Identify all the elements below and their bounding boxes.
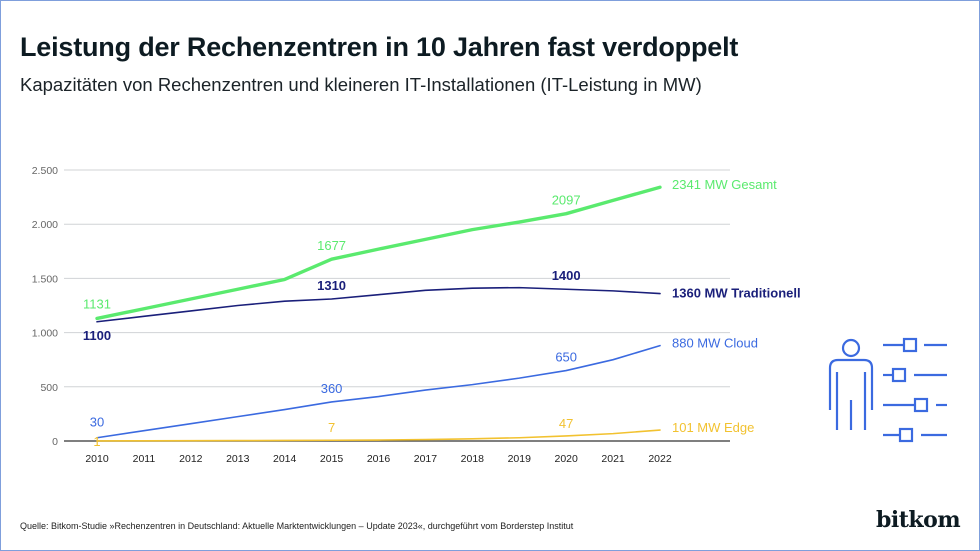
series-line-edge: [96, 429, 661, 442]
series-line-traditionell: [96, 286, 661, 323]
point-label-gesamt: 1131: [83, 296, 111, 311]
x-tick-label: 2020: [554, 453, 578, 465]
x-axis-ticks: 2010 2011 2012 2013 2014 2015 2016 2017 2018 2019…: [85, 453, 672, 465]
source-note: Quelle: Bitkom-Studie »Rechenzentren in …: [20, 521, 574, 531]
point-label-gesamt: 2097: [552, 193, 581, 208]
person-settings-sliders-icon: [828, 337, 947, 443]
x-tick-label: 2010: [85, 453, 109, 465]
y-tick-label: 2.500: [32, 165, 58, 177]
x-tick-label: 2015: [320, 453, 344, 465]
point-label-edge: 47: [559, 416, 573, 431]
x-tick-label: 2012: [179, 453, 203, 465]
point-label-traditionell: 1310: [317, 278, 346, 293]
x-tick-label: 2013: [226, 453, 250, 465]
x-tick-label: 2011: [133, 453, 156, 465]
x-tick-label: 2022: [648, 453, 672, 465]
person-head-icon: [841, 338, 861, 358]
point-label-edge: 1: [93, 434, 100, 449]
slider-2-icon: [883, 367, 947, 383]
series-lines: [95, 185, 662, 442]
x-tick-label: 2018: [461, 453, 485, 465]
end-label-edge: 101 MW Edge: [672, 420, 754, 435]
chart-subtitle: Kapazitäten von Rechenzentren und kleine…: [20, 74, 702, 95]
slider-4-icon: [883, 427, 947, 443]
point-label-cloud: 30: [90, 415, 104, 430]
y-tick-label: 500: [40, 382, 58, 394]
point-label-cloud: 650: [555, 350, 577, 365]
point-label-cloud: 360: [321, 381, 343, 396]
x-tick-label: 2019: [508, 453, 532, 465]
y-tick-label: 1.500: [32, 273, 58, 285]
end-label-gesamt: 2341 MW Gesamt: [672, 177, 777, 192]
point-label-edge: 7: [328, 420, 335, 435]
bitkom-logo: bitkom: [876, 507, 961, 533]
data-labels: 30 360 650 880 MW Cloud 1100 1310 1400 1360 MW …: [83, 177, 801, 449]
slider-3-icon: [883, 397, 947, 413]
x-tick-label: 2021: [601, 453, 625, 465]
x-tick-label: 2016: [367, 453, 391, 465]
y-tick-label: 1.000: [32, 328, 58, 340]
person-body-icon: [828, 358, 874, 410]
y-tick-label: 0: [52, 436, 58, 448]
x-tick-label: 2014: [273, 453, 297, 465]
x-tick-label: 2017: [414, 453, 438, 465]
end-label-traditionell: 1360 MW Traditionell: [672, 286, 801, 301]
chart-title: Leistung der Rechenzentren in 10 Jahren …: [20, 32, 739, 62]
y-axis-ticks: 0 500 1.000 1.500 2.000 2.500: [32, 165, 58, 448]
y-tick-label: 2.000: [32, 219, 58, 231]
end-label-cloud: 880 MW Cloud: [672, 336, 758, 351]
point-label-traditionell: 1400: [552, 268, 581, 283]
point-label-gesamt: 1677: [317, 238, 346, 253]
slider-1-icon: [883, 337, 947, 353]
point-label-traditionell: 1100: [83, 328, 111, 343]
